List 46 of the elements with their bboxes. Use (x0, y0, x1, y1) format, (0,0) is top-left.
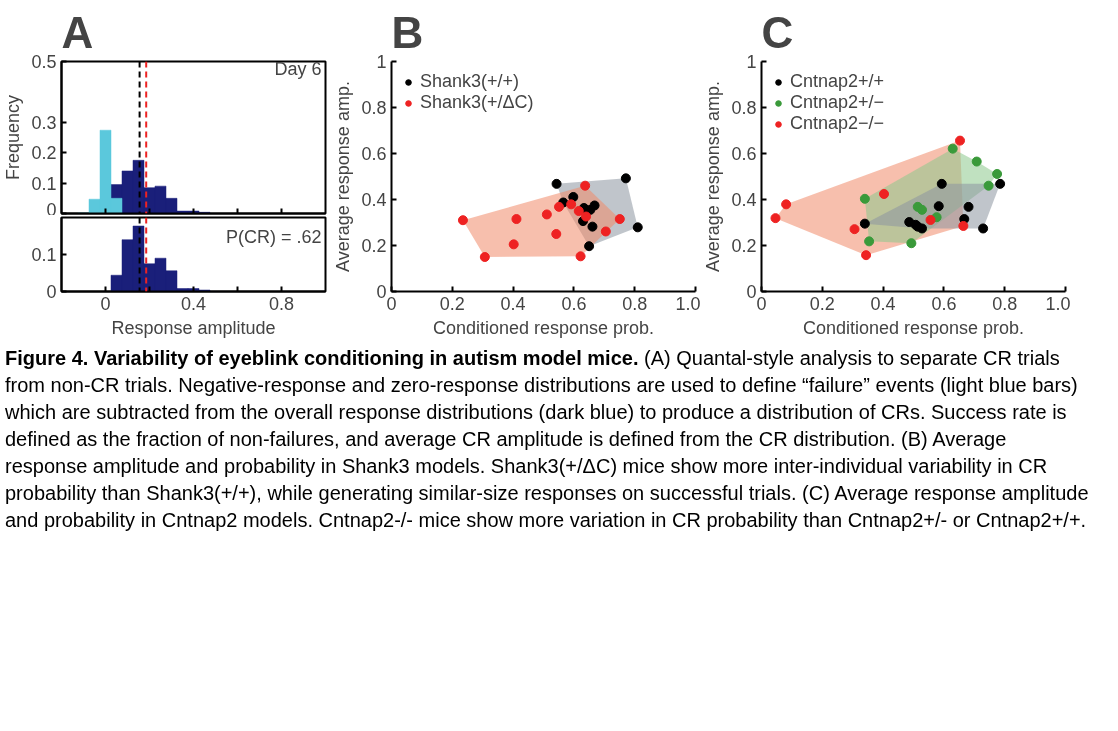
legend-label: Cntnap2−/− (790, 113, 885, 134)
y-tick-label: 0.4 (361, 190, 387, 210)
x-tick-label: 1.0 (675, 293, 701, 314)
legend-label: Cntnap2+/+ (790, 71, 885, 92)
y-tick-label: 0.1 (31, 245, 57, 265)
text: Figure 4. Variability of eyeblink conditioning in autism model mice. (5, 347, 639, 369)
y-tick-label: 0.8 (361, 98, 387, 118)
y-tick-label: 0.5 (31, 52, 57, 72)
x-tick-label: 0.2 (809, 293, 835, 314)
y-tick-label: 0.6 (731, 144, 757, 164)
x-axis-title: Response amplitude (111, 317, 276, 338)
x-tick-label: 0.6 (931, 293, 957, 314)
legend-label: Cntnap2+/− (790, 92, 885, 113)
x-tick-label: 0.8 (992, 293, 1018, 314)
legend-label: Shank3(+/+) (420, 71, 520, 92)
y-axis-title: Average response amp. (333, 81, 354, 272)
y-tick-label: 0.8 (731, 98, 757, 118)
y-tick-label: 0.4 (731, 190, 757, 210)
y-tick-label: 1 (376, 52, 387, 72)
x-tick-label: 0.4 (180, 293, 207, 314)
x-tick-label: 0.4 (500, 293, 526, 314)
x-axis-title: Conditioned response prob. (432, 317, 655, 338)
chart-title: A (61, 7, 94, 57)
x-tick-label: 0.6 (561, 293, 587, 314)
annotation: P(CR) = .62 (225, 226, 322, 247)
y-tick-label: 0.3 (31, 112, 57, 133)
x-axis-title: Conditioned response prob. (802, 317, 1025, 338)
y-tick-label: 0.6 (361, 144, 387, 164)
y-axis-title: Frequency (3, 94, 24, 181)
chart-title: B (391, 7, 424, 57)
y-tick-label: 0 (46, 199, 57, 220)
x-tick-label: 0.4 (870, 293, 896, 314)
y-tick-label: 0.2 (361, 236, 387, 256)
annotation: Day 6 (274, 58, 322, 79)
y-tick-label: 1 (746, 52, 757, 72)
legend-label: Shank3(+/ΔC) (420, 92, 534, 113)
y-tick-label: 0.2 (731, 236, 757, 256)
chart-title: C (761, 7, 794, 57)
x-tick-label: 0.8 (268, 293, 295, 314)
x-tick-label: 0.8 (622, 293, 648, 314)
y-axis-title: Average response amp. (703, 81, 724, 272)
y-tick-label: 0.1 (31, 173, 57, 194)
x-tick-label: 1.0 (1045, 293, 1071, 314)
x-tick-label: 0.2 (439, 293, 465, 314)
y-tick-label: 0.2 (31, 143, 57, 164)
x-tick-label: 0 (100, 293, 111, 314)
